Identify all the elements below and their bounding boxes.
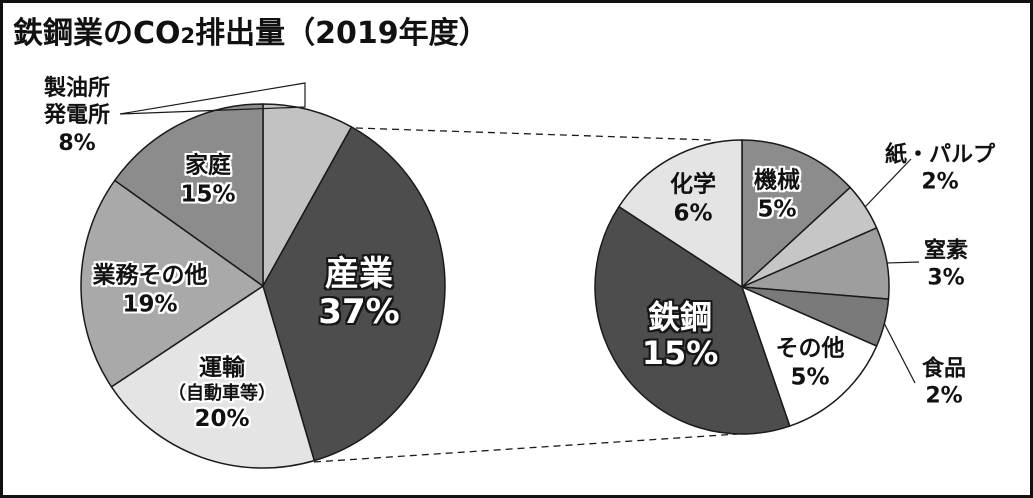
title-text-suffix: 排出量（2019年度） — [195, 16, 489, 51]
label-household-name: 家庭 — [185, 152, 231, 179]
label-transport-line1: 運輸 — [199, 355, 245, 381]
label-industry: 産業 37% — [318, 255, 399, 331]
label-food-pct: 2% — [925, 384, 963, 409]
pie-slice-household — [114, 103, 264, 287]
figure-title: 鉄鋼業のCO2排出量（2019年度） — [13, 8, 489, 52]
label-refinery-pct: 8% — [58, 130, 96, 156]
label-nitrogen-name: 窒素 — [923, 238, 969, 264]
label-chemical-pct: 6% — [673, 200, 713, 226]
pie-chart-canvas — [80, 82, 920, 469]
label-paper-pulp: 紙・パルプ 2% — [885, 142, 995, 197]
label-paper-pulp-pct: 2% — [921, 170, 959, 195]
label-machinery: 機械 5% — [754, 166, 800, 224]
label-other-pct: 5% — [790, 364, 830, 390]
label-business-other: 業務その他 19% — [93, 261, 208, 319]
label-transport: 運輸 （自動車等） 20% — [168, 354, 276, 434]
pie-slice-chemical — [618, 139, 743, 288]
connector-dashed-bottom — [313, 433, 739, 463]
pie-slice-industry — [262, 126, 446, 462]
label-refinery-line2: 発電所 — [43, 103, 111, 129]
label-chemical: 化学 6% — [670, 170, 716, 228]
pie-slice-refinery-power — [262, 103, 353, 287]
label-business-other-name: 業務その他 — [92, 262, 208, 289]
label-steel-pct: 15% — [641, 334, 719, 372]
label-household: 家庭 15% — [180, 151, 235, 209]
label-steel: 鉄鋼 15% — [641, 298, 719, 372]
label-refinery-line1: 製油所 — [43, 76, 111, 102]
pie-slice-business-other — [80, 179, 264, 388]
leader-food — [883, 322, 916, 384]
label-food: 食品 2% — [922, 356, 966, 411]
label-chemical-name: 化学 — [670, 171, 716, 198]
title-text: 鉄鋼業のCO — [13, 16, 181, 51]
pie-slice-transport — [110, 285, 316, 469]
leader-paper-pulp — [864, 158, 912, 208]
label-industry-name: 産業 — [324, 253, 393, 294]
label-business-other-pct: 19% — [122, 291, 178, 317]
pie-slice-steel — [594, 205, 791, 435]
pie-slice-machinery — [741, 139, 851, 288]
label-paper-pulp-name: 紙・パルプ — [884, 142, 996, 168]
connector-dashed-top — [355, 127, 712, 141]
label-food-name: 食品 — [921, 356, 967, 382]
label-nitrogen: 窒素 3% — [924, 238, 968, 293]
pie-slice-other — [741, 286, 878, 427]
title-subscript: 2 — [180, 24, 196, 48]
callout-refinery-power — [119, 82, 306, 115]
label-household-pct: 15% — [180, 181, 236, 207]
label-industry-pct: 37% — [318, 292, 400, 332]
label-machinery-pct: 5% — [757, 196, 797, 222]
label-transport-pct: 20% — [194, 406, 250, 433]
label-steel-name: 鉄鋼 — [647, 298, 712, 337]
label-other-name: その他 — [775, 335, 845, 362]
label-transport-line2: （自動車等） — [168, 382, 276, 404]
leader-nitrogen — [886, 261, 920, 264]
label-nitrogen-pct: 3% — [927, 266, 965, 291]
label-other: その他 5% — [776, 334, 845, 392]
label-machinery-name: 機械 — [754, 167, 800, 194]
label-refinery-power: 製油所 発電所 8% — [44, 75, 110, 157]
